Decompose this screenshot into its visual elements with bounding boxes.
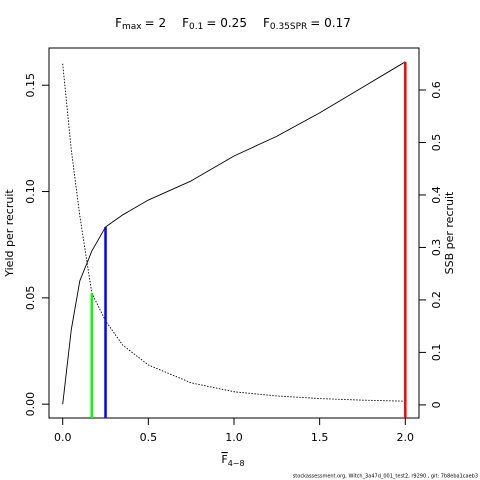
y-axis-label: Yield per recruit bbox=[3, 189, 16, 278]
y2-tick-label: 0.5 bbox=[430, 134, 443, 152]
x-tick-label: 0.0 bbox=[54, 431, 72, 444]
x-axis-label: F4−8 bbox=[221, 453, 244, 468]
x-tick-label: 1.5 bbox=[311, 431, 329, 444]
y2-tick-label: 0.3 bbox=[430, 239, 443, 257]
y2-tick-label: 0.4 bbox=[430, 186, 443, 204]
y-tick-label: 0.05 bbox=[24, 286, 37, 311]
y2-tick-label: 0.2 bbox=[430, 291, 443, 309]
y-tick-label: 0.10 bbox=[24, 179, 37, 204]
y2-tick-label: 0.6 bbox=[430, 81, 443, 99]
title-symbol: F bbox=[263, 16, 270, 30]
y2-tick-label: 0 bbox=[430, 401, 443, 408]
y2-tick-label: 0.1 bbox=[430, 344, 443, 362]
y2-axis-label: SSB per recruit bbox=[443, 191, 456, 274]
title-subscript: 0.35SPR bbox=[270, 22, 307, 32]
x-label-symbol: F bbox=[221, 453, 227, 466]
footer: stockassessment.org, Witch_3a47d_001_tes… bbox=[293, 474, 478, 480]
title-subscript: max bbox=[122, 22, 142, 32]
x-tick-label: 0.5 bbox=[140, 431, 158, 444]
y-tick-label: 0.15 bbox=[24, 73, 37, 98]
title-symbol: F bbox=[182, 16, 189, 30]
series-line bbox=[62, 63, 406, 402]
x-tick-label: 2.0 bbox=[397, 431, 415, 444]
series-line bbox=[62, 61, 406, 405]
y-tick-label: 0.00 bbox=[24, 392, 37, 417]
chart-title: Fmax = 2 F0.1 = 0.25 F0.35SPR = 0.17 bbox=[115, 16, 351, 32]
title-value: = 2 bbox=[145, 16, 167, 30]
title-symbol: F bbox=[115, 16, 122, 30]
x-label-subscript: 4−8 bbox=[228, 459, 245, 468]
title-subscript: 0.1 bbox=[189, 22, 203, 32]
x-tick-label: 1.0 bbox=[225, 431, 243, 444]
title-value: = 0.17 bbox=[310, 16, 351, 30]
title-value: = 0.25 bbox=[206, 16, 247, 30]
